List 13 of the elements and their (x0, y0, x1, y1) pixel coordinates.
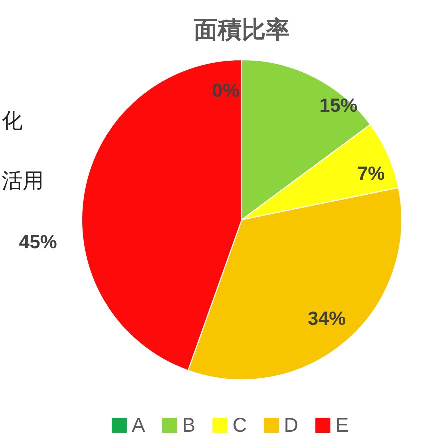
legend-label: C (232, 415, 248, 437)
text: 活用 (2, 170, 44, 193)
text: 化 (2, 110, 23, 133)
text: 0% (212, 80, 240, 102)
data-label: 34% (308, 308, 346, 330)
legend-label: B (182, 415, 196, 437)
data-label: 45% (19, 232, 58, 254)
data-label: 15% (320, 96, 358, 117)
data-label: 7% (358, 164, 386, 185)
chart-title: 面積比率 (193, 17, 290, 44)
legend-label: D (284, 415, 299, 437)
legend-label: A (132, 415, 146, 437)
legend-label: E (336, 415, 349, 437)
